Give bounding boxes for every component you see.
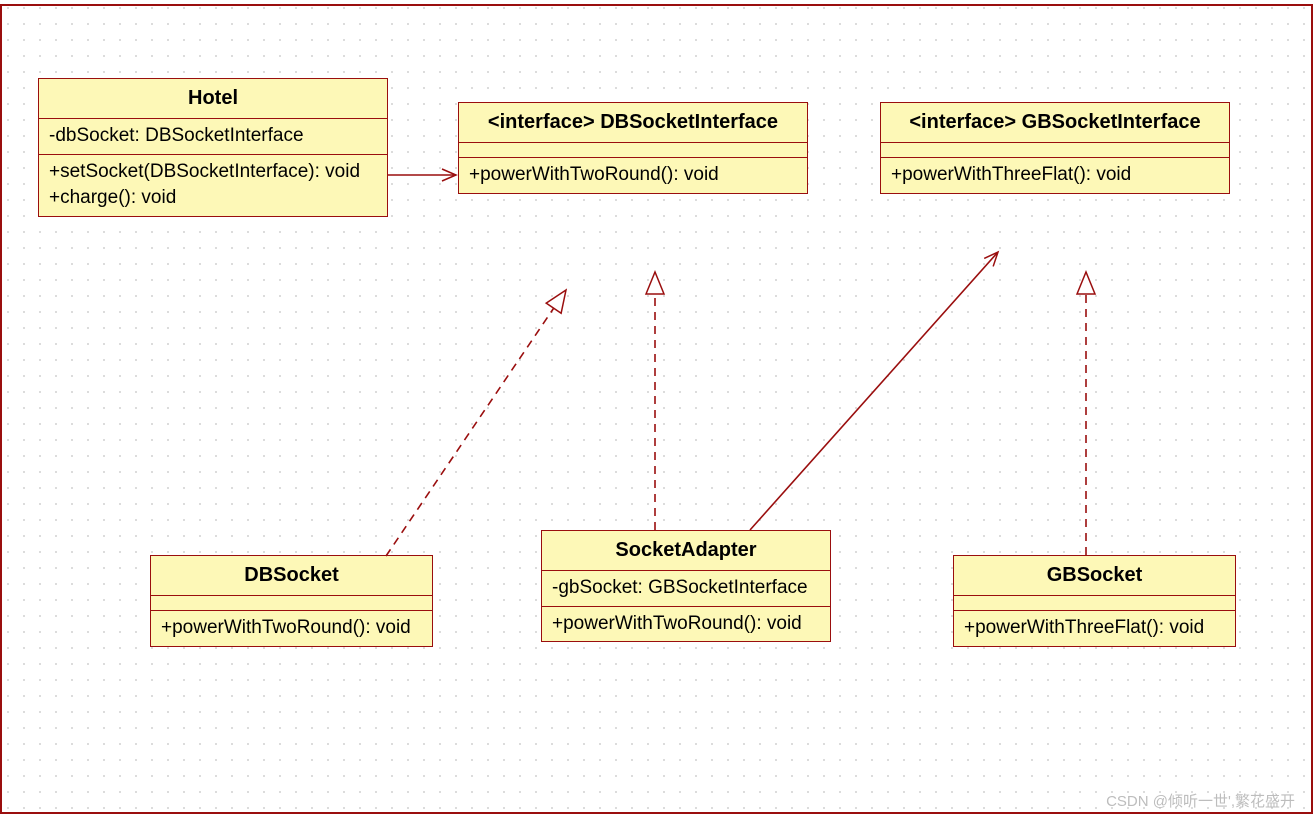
class-socketadapter[interactable]: SocketAdapter -gbSocket: GBSocketInterfa… <box>541 530 831 642</box>
attributes-section: -gbSocket: GBSocketInterface <box>542 571 830 607</box>
watermark-text: CSDN @倾听一世',繁花盛开 <box>1106 790 1295 811</box>
methods-section: +setSocket(DBSocketInterface): void +cha… <box>39 155 387 216</box>
attribute: -dbSocket: DBSocketInterface <box>49 123 377 150</box>
methods-section: +powerWithThreeFlat(): void <box>954 611 1235 646</box>
attributes-section <box>151 596 432 611</box>
class-title: SocketAdapter <box>542 531 830 571</box>
attributes-section <box>881 143 1229 158</box>
methods-section: +powerWithTwoRound(): void <box>542 607 830 642</box>
class-hotel[interactable]: Hotel -dbSocket: DBSocketInterface +setS… <box>38 78 388 217</box>
class-dbsocket[interactable]: DBSocket +powerWithTwoRound(): void <box>150 555 433 647</box>
method: +charge(): void <box>49 185 377 212</box>
class-title: <interface> DBSocketInterface <box>459 103 807 143</box>
class-title: Hotel <box>39 79 387 119</box>
interface-dbsocketinterface[interactable]: <interface> DBSocketInterface +powerWith… <box>458 102 808 194</box>
methods-section: +powerWithTwoRound(): void <box>459 158 807 193</box>
attributes-section: -dbSocket: DBSocketInterface <box>39 119 387 155</box>
attribute: -gbSocket: GBSocketInterface <box>552 575 820 602</box>
attributes-section <box>954 596 1235 611</box>
class-title: <interface> GBSocketInterface <box>881 103 1229 143</box>
method: +powerWithTwoRound(): void <box>161 615 422 642</box>
attributes-section <box>459 143 807 158</box>
method: +powerWithThreeFlat(): void <box>891 162 1219 189</box>
method: +setSocket(DBSocketInterface): void <box>49 159 377 186</box>
class-title: GBSocket <box>954 556 1235 596</box>
method: +powerWithTwoRound(): void <box>469 162 797 189</box>
methods-section: +powerWithTwoRound(): void <box>151 611 432 646</box>
method: +powerWithTwoRound(): void <box>552 611 820 638</box>
methods-section: +powerWithThreeFlat(): void <box>881 158 1229 193</box>
interface-gbsocketinterface[interactable]: <interface> GBSocketInterface +powerWith… <box>880 102 1230 194</box>
method: +powerWithThreeFlat(): void <box>964 615 1225 642</box>
class-title: DBSocket <box>151 556 432 596</box>
class-gbsocket[interactable]: GBSocket +powerWithThreeFlat(): void <box>953 555 1236 647</box>
